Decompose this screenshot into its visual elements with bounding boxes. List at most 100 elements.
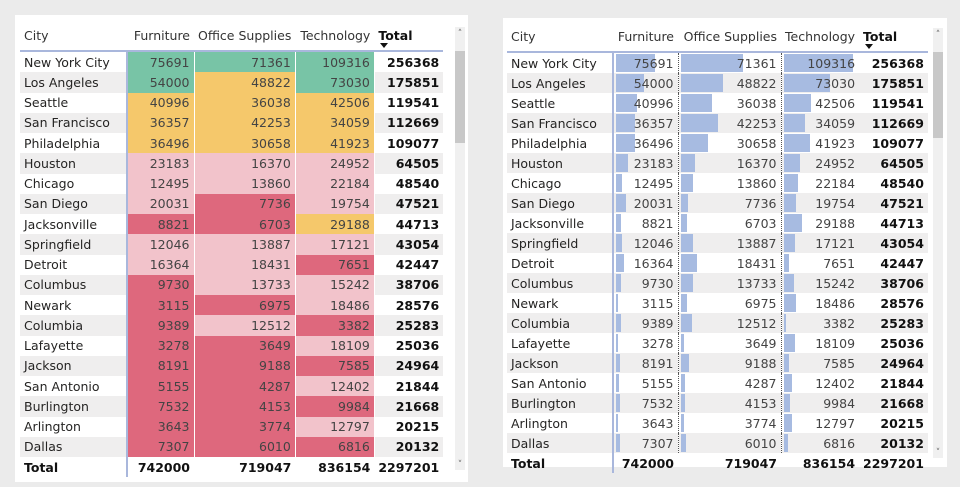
- city-cell[interactable]: Springfield: [20, 234, 128, 255]
- office-cell[interactable]: 4153: [677, 393, 781, 413]
- furniture-cell[interactable]: 9730: [127, 274, 195, 295]
- furniture-cell[interactable]: 3115: [612, 293, 678, 313]
- furniture-cell[interactable]: 75691: [612, 52, 678, 73]
- total-cell[interactable]: 112669: [374, 112, 444, 133]
- total-cell[interactable]: 119541: [871, 95, 924, 111]
- technology-cell[interactable]: 15242: [295, 274, 375, 295]
- total-cell[interactable]: 48540: [395, 176, 440, 192]
- city-cell[interactable]: Chicago: [20, 173, 128, 194]
- office-cell[interactable]: 12512: [677, 313, 781, 333]
- total-cell[interactable]: 20215: [880, 415, 924, 431]
- furniture-cell[interactable]: 12046: [127, 234, 195, 255]
- city-cell[interactable]: Detroit: [507, 253, 614, 273]
- technology-cell[interactable]: 29188: [780, 213, 860, 233]
- total-cell[interactable]: 109077: [387, 135, 440, 151]
- technology-cell[interactable]: 17121: [780, 233, 860, 253]
- total-cell[interactable]: 25036: [880, 335, 924, 351]
- office-cell[interactable]: 3774: [194, 416, 296, 437]
- furniture-cell[interactable]: 75691: [127, 51, 195, 73]
- total-cell[interactable]: 47521: [859, 193, 928, 213]
- technology-cell[interactable]: 15242: [780, 273, 860, 293]
- city-cell[interactable]: San Diego: [507, 193, 614, 213]
- header-office-supplies[interactable]: Office Supplies: [678, 22, 781, 53]
- total-cell[interactable]: 119541: [387, 95, 440, 111]
- scroll-up-icon[interactable]: ˄: [457, 29, 463, 39]
- total-cell[interactable]: 64505: [374, 153, 444, 174]
- city-cell[interactable]: Lafayette: [507, 333, 614, 353]
- furniture-cell[interactable]: 7532: [127, 396, 195, 417]
- technology-cell[interactable]: 34059: [780, 113, 860, 133]
- total-cell[interactable]: 20215: [395, 419, 440, 435]
- total-cell[interactable]: 21668: [859, 393, 928, 413]
- city-cell[interactable]: Newark: [20, 295, 128, 316]
- furniture-cell[interactable]: 40996: [127, 92, 195, 113]
- city-cell[interactable]: Houston: [20, 153, 128, 174]
- office-cell[interactable]: 30658: [194, 133, 296, 154]
- total-cell[interactable]: 47521: [374, 193, 444, 214]
- furniture-cell[interactable]: 54000: [612, 73, 678, 93]
- technology-cell[interactable]: 6816: [780, 433, 860, 453]
- total-cell[interactable]: 175851: [859, 73, 928, 93]
- city-cell[interactable]: Arlington: [20, 416, 128, 437]
- technology-cell[interactable]: 7585: [295, 355, 375, 376]
- total-cell[interactable]: 256368: [387, 54, 440, 70]
- furniture-cell[interactable]: 3643: [612, 413, 678, 433]
- city-cell[interactable]: Los Angeles: [507, 73, 614, 93]
- office-cell[interactable]: 6010: [194, 436, 296, 457]
- city-cell[interactable]: San Antonio: [507, 373, 614, 393]
- office-cell[interactable]: 4287: [194, 376, 296, 397]
- furniture-cell[interactable]: 3278: [127, 335, 195, 356]
- city-cell[interactable]: Arlington: [507, 413, 614, 433]
- technology-cell[interactable]: 24952: [780, 153, 860, 173]
- total-cell[interactable]: 44713: [880, 215, 924, 231]
- technology-cell[interactable]: 12797: [780, 413, 860, 433]
- city-cell[interactable]: New York City: [507, 52, 614, 73]
- furniture-cell[interactable]: 16364: [127, 254, 195, 275]
- technology-cell[interactable]: 73030: [780, 73, 860, 93]
- furniture-cell[interactable]: 3115: [127, 295, 195, 316]
- city-cell[interactable]: Houston: [507, 153, 614, 173]
- scroll-up-icon[interactable]: ˄: [935, 30, 941, 40]
- vertical-scrollbar[interactable]: ˄ ˅: [933, 28, 943, 458]
- city-cell[interactable]: Columbus: [20, 274, 128, 295]
- office-cell[interactable]: 36038: [677, 93, 781, 113]
- office-cell[interactable]: 13860: [194, 173, 296, 194]
- office-cell[interactable]: 13887: [677, 233, 781, 253]
- furniture-cell[interactable]: 16364: [612, 253, 678, 273]
- furniture-cell[interactable]: 8821: [612, 213, 678, 233]
- city-cell[interactable]: Columbia: [507, 313, 614, 333]
- furniture-cell[interactable]: 20031: [612, 193, 678, 213]
- furniture-cell[interactable]: 20031: [127, 193, 195, 214]
- office-cell[interactable]: 48822: [677, 73, 781, 93]
- city-cell[interactable]: New York City: [20, 51, 128, 73]
- technology-cell[interactable]: 12402: [780, 373, 860, 393]
- office-cell[interactable]: 71361: [194, 51, 296, 73]
- technology-cell[interactable]: 42506: [295, 92, 375, 113]
- city-cell[interactable]: San Diego: [20, 193, 128, 214]
- total-cell[interactable]: 21844: [880, 375, 924, 391]
- furniture-cell[interactable]: 40996: [612, 93, 678, 113]
- office-cell[interactable]: 48822: [194, 72, 296, 93]
- furniture-cell[interactable]: 23183: [612, 153, 678, 173]
- city-cell[interactable]: Columbus: [507, 273, 614, 293]
- office-cell[interactable]: 7736: [194, 193, 296, 214]
- total-cell[interactable]: 42447: [395, 257, 440, 273]
- technology-cell[interactable]: 7585: [780, 353, 860, 373]
- furniture-cell[interactable]: 36357: [127, 112, 195, 133]
- technology-cell[interactable]: 19754: [295, 193, 375, 214]
- office-cell[interactable]: 13733: [194, 274, 296, 295]
- furniture-cell[interactable]: 8821: [127, 214, 195, 235]
- city-cell[interactable]: Jacksonville: [507, 213, 614, 233]
- total-cell[interactable]: 175851: [374, 72, 444, 93]
- office-cell[interactable]: 12512: [194, 315, 296, 336]
- total-cell[interactable]: 25283: [374, 315, 444, 336]
- city-cell[interactable]: Los Angeles: [20, 72, 128, 93]
- total-cell[interactable]: 21668: [374, 396, 444, 417]
- city-cell[interactable]: Jacksonville: [20, 214, 128, 235]
- header-city[interactable]: City: [20, 21, 127, 52]
- furniture-cell[interactable]: 36496: [612, 133, 678, 153]
- total-cell[interactable]: 44713: [395, 216, 440, 232]
- furniture-cell[interactable]: 7532: [612, 393, 678, 413]
- furniture-cell[interactable]: 7307: [127, 436, 195, 457]
- office-cell[interactable]: 36038: [194, 92, 296, 113]
